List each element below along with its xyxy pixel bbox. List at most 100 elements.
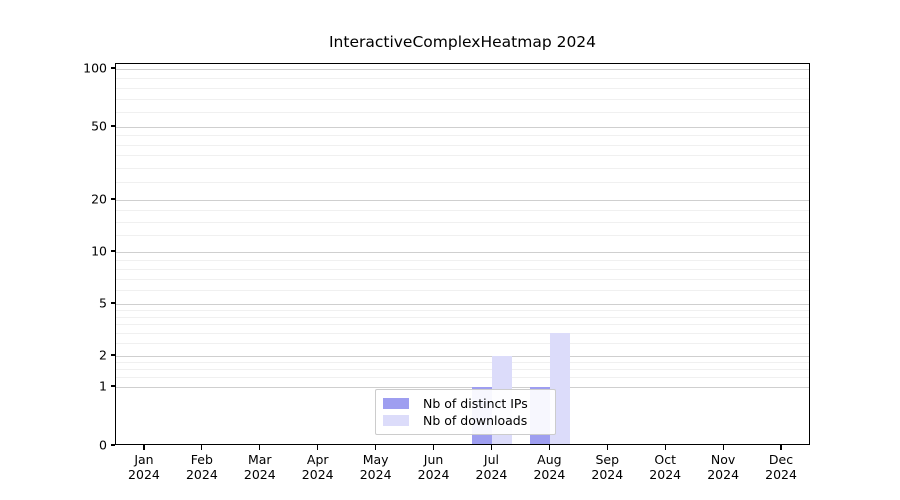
gridline-minor [116, 332, 809, 334]
gridline-minor [116, 309, 809, 311]
y-tick-mark [111, 444, 115, 446]
x-tick-year: 2024 [707, 467, 740, 482]
x-tick-mark [432, 445, 435, 450]
x-tick-year: 2024 [765, 467, 797, 482]
gridline-minor [116, 316, 809, 318]
gridline-minor [116, 144, 809, 146]
x-tick-month: Sep [595, 452, 620, 467]
y-tick-mark [111, 354, 115, 356]
y-tick-label: 20 [91, 191, 107, 207]
gridline-minor [116, 221, 809, 223]
gridline-major [116, 252, 809, 253]
gridline-minor [116, 235, 809, 237]
x-tick-label: Dec 2024 [765, 452, 797, 482]
x-tick-year: 2024 [243, 467, 276, 482]
gridline-minor [116, 278, 809, 280]
x-tick-label: Aug 2024 [533, 452, 565, 482]
plot-area [115, 63, 810, 445]
y-tick-mark [111, 302, 115, 304]
x-tick-year: 2024 [533, 467, 566, 482]
gridline-minor [116, 324, 809, 326]
gridline-minor [116, 259, 809, 261]
x-tick-month: Dec [768, 452, 794, 467]
x-tick-label: May 2024 [360, 452, 392, 482]
gridline-minor [116, 368, 809, 370]
x-tick-mark [606, 445, 608, 450]
x-tick-mark [490, 445, 493, 450]
y-tick-mark [111, 385, 115, 387]
y-tick-label: 50 [91, 118, 107, 134]
gridline-minor [116, 155, 809, 157]
x-tick-mark [664, 445, 666, 450]
x-tick-label: Jan 2024 [128, 452, 160, 482]
x-tick-month: Feb [190, 452, 213, 467]
gridline-minor [116, 111, 809, 113]
x-tick-label: Apr 2024 [302, 452, 334, 482]
gridline-minor [116, 210, 809, 212]
y-tick-label: 100 [83, 60, 107, 76]
x-tick-year: 2024 [301, 467, 334, 482]
gridline-minor [116, 135, 809, 137]
legend-swatch [383, 398, 409, 409]
legend-swatch [383, 415, 409, 426]
legend-label: Nb of downloads [423, 413, 528, 428]
x-tick-mark [259, 445, 261, 450]
x-tick-year: 2024 [128, 467, 160, 482]
x-tick-mark [375, 445, 377, 450]
gridline-major [116, 356, 809, 357]
x-tick-month: Nov [710, 452, 736, 467]
y-tick-mark [111, 250, 115, 252]
x-tick-month: Mar [247, 452, 272, 467]
x-tick-year: 2024 [475, 467, 508, 482]
x-tick-mark [780, 445, 782, 450]
gridline-major [116, 127, 809, 128]
gridline-minor [116, 361, 809, 363]
gridline-minor [116, 87, 809, 89]
x-tick-label: Mar 2024 [244, 452, 276, 482]
x-tick-month: May [362, 452, 389, 467]
gridline-minor [116, 98, 809, 100]
y-tick-label: 5 [99, 295, 107, 311]
x-tick-month: Jun [423, 452, 444, 467]
x-tick-month: Jan [134, 452, 154, 467]
x-tick-label: Jun 2024 [418, 452, 450, 482]
x-tick-label: Sep 2024 [591, 452, 623, 482]
gridline-minor [116, 77, 809, 79]
gridline-minor [116, 167, 809, 169]
x-tick-month: Jul [483, 452, 499, 467]
x-tick-year: 2024 [417, 467, 450, 482]
gridline-minor [116, 343, 809, 345]
x-tick-label: Nov 2024 [707, 452, 739, 482]
gridline-minor [116, 290, 809, 292]
chart-title: InteractiveComplexHeatmap 2024 [328, 33, 597, 51]
y-tick-label: 1 [99, 378, 107, 394]
x-tick-mark [722, 445, 724, 450]
x-tick-mark [548, 445, 550, 450]
x-tick-month: Apr [306, 452, 329, 467]
y-tick-label: 0 [99, 437, 107, 453]
legend-label: Nb of distinct IPs [423, 396, 528, 411]
y-tick-mark [111, 125, 115, 127]
x-tick-mark [143, 445, 145, 450]
x-tick-label: Feb 2024 [186, 452, 218, 482]
x-tick-year: 2024 [185, 467, 218, 482]
x-tick-mark [201, 445, 203, 450]
gridline-major [116, 69, 809, 70]
x-tick-month: Aug [537, 452, 562, 467]
chart-legend: Nb of distinct IPs Nb of downloads [375, 389, 556, 435]
x-tick-year: 2024 [359, 467, 392, 482]
gridline-major [116, 200, 809, 201]
legend-item[interactable]: Nb of downloads [383, 412, 547, 429]
x-tick-label: Oct 2024 [649, 452, 681, 482]
x-tick-month: Oct [654, 452, 677, 467]
y-tick-label: 2 [99, 347, 107, 363]
legend-item[interactable]: Nb of distinct IPs [383, 395, 547, 412]
x-tick-mark [317, 445, 319, 450]
gridline-major [116, 387, 809, 388]
gridline-minor [116, 182, 809, 184]
y-tick-mark [111, 67, 115, 69]
x-tick-year: 2024 [649, 467, 682, 482]
x-tick-year: 2024 [591, 467, 624, 482]
x-tick-label: Jul 2024 [476, 452, 508, 482]
